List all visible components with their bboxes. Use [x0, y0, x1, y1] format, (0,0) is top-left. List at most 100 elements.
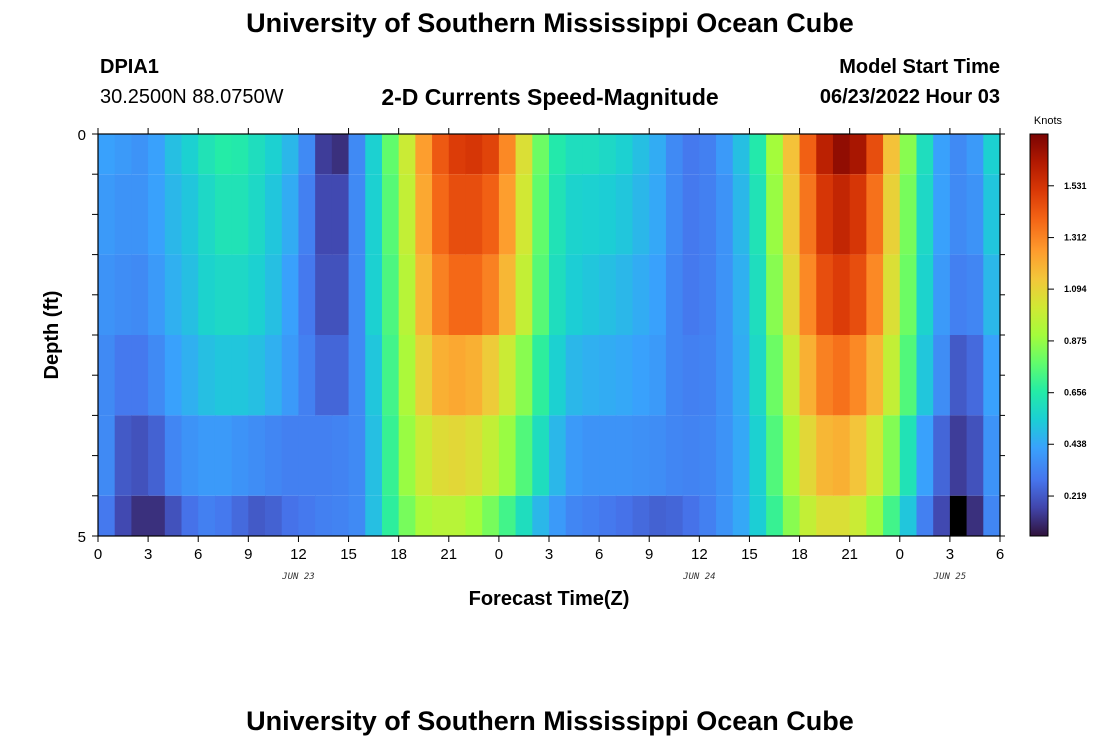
x-tick-label: 3	[144, 546, 152, 563]
heatmap-cell	[98, 254, 116, 335]
heatmap-cell	[899, 495, 918, 536]
heatmap-cell	[816, 495, 834, 536]
x-tick-label: 3	[946, 546, 954, 563]
heatmap-cell	[866, 495, 884, 536]
heatmap-cell	[432, 134, 450, 175]
heatmap-cell	[298, 254, 316, 335]
heatmap-cell	[98, 335, 116, 416]
x-tick-label: 9	[244, 546, 252, 563]
heatmap-cell	[331, 495, 350, 536]
heatmap-cell	[949, 495, 968, 536]
heatmap-cell	[198, 415, 216, 496]
heatmap-cell	[148, 174, 166, 255]
heatmap-cell	[148, 335, 166, 416]
heatmap-cell	[615, 335, 634, 416]
heatmap-cell	[181, 495, 199, 536]
heatmap-cell	[348, 415, 366, 496]
heatmap-cell	[381, 134, 400, 175]
heatmap-cell	[832, 415, 851, 496]
heatmap-cell	[148, 254, 166, 335]
heatmap-cell	[849, 415, 867, 496]
heatmap-cell	[298, 174, 316, 255]
heatmap-cell	[682, 495, 700, 536]
heatmap-cell	[615, 254, 634, 335]
heatmap-cell	[732, 335, 751, 416]
heatmap-cell	[766, 335, 784, 416]
heatmap-cell	[348, 174, 366, 255]
heatmap-cell	[615, 415, 634, 496]
heatmap-cell	[315, 335, 333, 416]
heatmap-cell	[281, 254, 300, 335]
colorbar-tick-label: 1.531	[1064, 181, 1087, 191]
x-tick-label: 18	[390, 546, 407, 563]
heatmap-cell	[448, 415, 467, 496]
heatmap-cell	[398, 335, 416, 416]
heatmap-cell	[632, 495, 650, 536]
heatmap-cell	[899, 415, 918, 496]
heatmap-cell	[482, 174, 500, 255]
heatmap-cell	[248, 174, 266, 255]
heatmap-cell	[665, 254, 684, 335]
heatmap-cell	[265, 495, 283, 536]
heatmap-cell	[248, 254, 266, 335]
heatmap-cell	[281, 134, 300, 175]
heatmap-cell	[599, 415, 617, 496]
heatmap-cell	[164, 335, 183, 416]
heatmap-cell	[181, 134, 199, 175]
heatmap-cell	[114, 254, 132, 335]
heatmap-cell	[883, 415, 901, 496]
heatmap-cell	[782, 134, 801, 175]
heatmap-cell	[465, 495, 483, 536]
x-tick-label: 0	[495, 546, 503, 563]
heatmap-cell	[565, 254, 583, 335]
x-tick-label: 18	[791, 546, 808, 563]
heatmap-cell	[98, 495, 116, 536]
heatmap-cell	[532, 415, 550, 496]
heatmap-cell	[732, 134, 751, 175]
heatmap-cell	[498, 134, 517, 175]
heatmap-cell	[498, 495, 517, 536]
heatmap-cell	[214, 174, 233, 255]
heatmap-cell	[632, 134, 650, 175]
x-tick-label: 0	[896, 546, 904, 563]
heatmap-cell	[682, 134, 700, 175]
heatmap-cell	[782, 415, 801, 496]
heatmap-cell	[482, 495, 500, 536]
heatmap-cell	[465, 134, 483, 175]
heatmap-cell	[532, 134, 550, 175]
heatmap-cell	[632, 254, 650, 335]
heatmap-cell	[549, 495, 567, 536]
heatmap-cell	[398, 174, 416, 255]
heatmap-cell	[732, 254, 751, 335]
heatmap-cell	[148, 134, 166, 175]
x-tick-label: 6	[194, 546, 202, 563]
heatmap-cell	[398, 415, 416, 496]
heatmap-cell	[448, 174, 467, 255]
heatmap-cell	[849, 335, 867, 416]
plot-title: 2-D Currents Speed-Magnitude	[381, 84, 719, 110]
heatmap-cell	[933, 254, 951, 335]
heatmap-cell	[231, 415, 249, 496]
heatmap-cell	[164, 254, 183, 335]
heatmap-cell	[799, 495, 817, 536]
heatmap-cell	[699, 254, 717, 335]
date-label: JUN 23	[281, 572, 315, 582]
heatmap-cell	[398, 134, 416, 175]
heatmap-cell	[532, 335, 550, 416]
heatmap-cell	[315, 174, 333, 255]
heatmap-cell	[883, 174, 901, 255]
heatmap-cell	[582, 174, 600, 255]
heatmap-cell	[799, 254, 817, 335]
heatmap-cell	[565, 134, 583, 175]
heatmap-cell	[398, 254, 416, 335]
heatmap-cell	[231, 495, 249, 536]
heatmap-cell	[732, 415, 751, 496]
heatmap-cell	[532, 254, 550, 335]
heatmap-cell	[298, 134, 316, 175]
x-tick-label: 6	[595, 546, 603, 563]
heatmap-cell	[565, 415, 583, 496]
heatmap-cell	[331, 254, 350, 335]
heatmap-cell	[365, 134, 383, 175]
heatmap-cell	[749, 254, 767, 335]
colorbar-tick-label: 1.094	[1064, 284, 1087, 294]
